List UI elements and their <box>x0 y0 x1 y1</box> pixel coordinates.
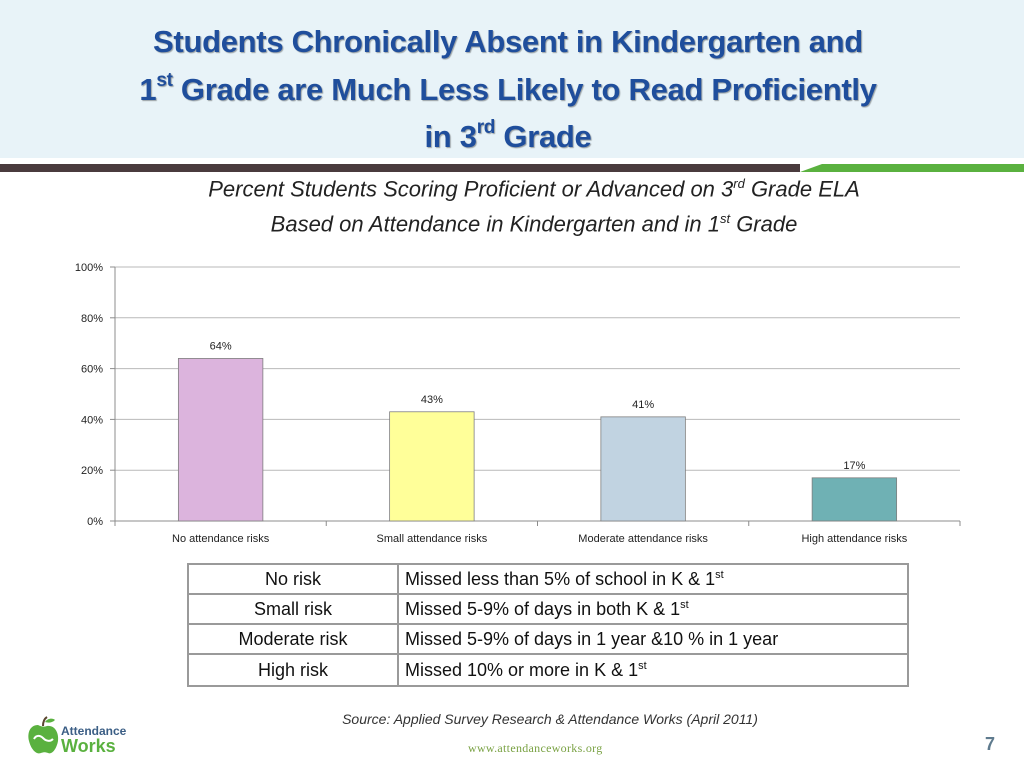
slide-title-line-3: in 3rd Grade <box>424 117 592 154</box>
table-row: Moderate risk Missed 5-9% of days in 1 ye… <box>187 623 909 655</box>
table-row: Small risk Missed 5-9% of days in both K … <box>187 593 909 625</box>
data-label: 41% <box>632 399 654 411</box>
divider-bar-dark <box>0 164 800 172</box>
x-tick-label: Small attendance risks <box>377 533 488 545</box>
attendance-works-logo <box>28 716 59 754</box>
chart-title-line-2: Based on Attendance in Kindergarten and … <box>270 211 798 237</box>
data-label: 43% <box>421 394 443 406</box>
risk-level-cell: Small risk <box>187 593 399 625</box>
risk-level-cell: No risk <box>187 563 399 595</box>
website-link[interactable]: www.attendanceworks.org <box>468 741 603 755</box>
bar <box>177 358 264 522</box>
table-row: High risk Missed 10% or more in K & 1st <box>187 653 909 687</box>
x-tick-label: No attendance risks <box>172 533 270 545</box>
x-tick-label: High attendance risks <box>801 533 907 545</box>
page-number: 7 <box>985 734 996 754</box>
risk-level-cell: Moderate risk <box>187 623 399 655</box>
bar-chart: 0% 20% 40% 60% 80% 100% 64% No attendance risks… <box>75 262 961 545</box>
slide-title-line-2: 1st Grade are Much Less Likely to Read P… <box>139 70 877 107</box>
bar <box>600 416 686 522</box>
risk-definition-table: No risk Missed less than 5% of school in … <box>187 563 909 687</box>
y-tick-label: 0% <box>87 516 103 528</box>
table-row: No risk Missed less than 5% of school in … <box>187 563 909 595</box>
y-tick-label: 100% <box>75 262 103 274</box>
logo-text-attendance: Attendance <box>61 724 127 738</box>
logo-text-works: Works <box>61 736 116 756</box>
risk-description-cell: Missed less than 5% of school in K & 1st <box>397 563 909 595</box>
chart-title-line-1: Percent Students Scoring Proficient or A… <box>208 176 860 202</box>
risk-description-cell: Missed 5-9% of days in both K & 1st <box>397 593 909 625</box>
y-tick-label: 40% <box>81 414 103 426</box>
bar <box>389 411 475 522</box>
data-label: 64% <box>210 340 232 352</box>
slide-title-line-1: Students Chronically Absent in Kindergar… <box>153 24 863 59</box>
y-tick-label: 60% <box>81 364 103 376</box>
x-tick-label: Moderate attendance risks <box>578 533 708 545</box>
bar <box>811 477 898 522</box>
source-note: Source: Applied Survey Research & Attend… <box>342 711 758 727</box>
divider-bar-green <box>800 164 1024 172</box>
risk-description-cell: Missed 10% or more in K & 1st <box>397 653 909 687</box>
header-gap <box>0 158 1024 164</box>
data-label: 17% <box>843 460 865 472</box>
apple-icon <box>28 716 59 754</box>
risk-level-cell: High risk <box>187 653 399 687</box>
y-tick-label: 80% <box>81 313 103 325</box>
slide-header <box>0 0 1024 158</box>
y-tick-label: 20% <box>81 465 103 477</box>
risk-description-cell: Missed 5-9% of days in 1 year &10 % in 1… <box>397 623 909 655</box>
